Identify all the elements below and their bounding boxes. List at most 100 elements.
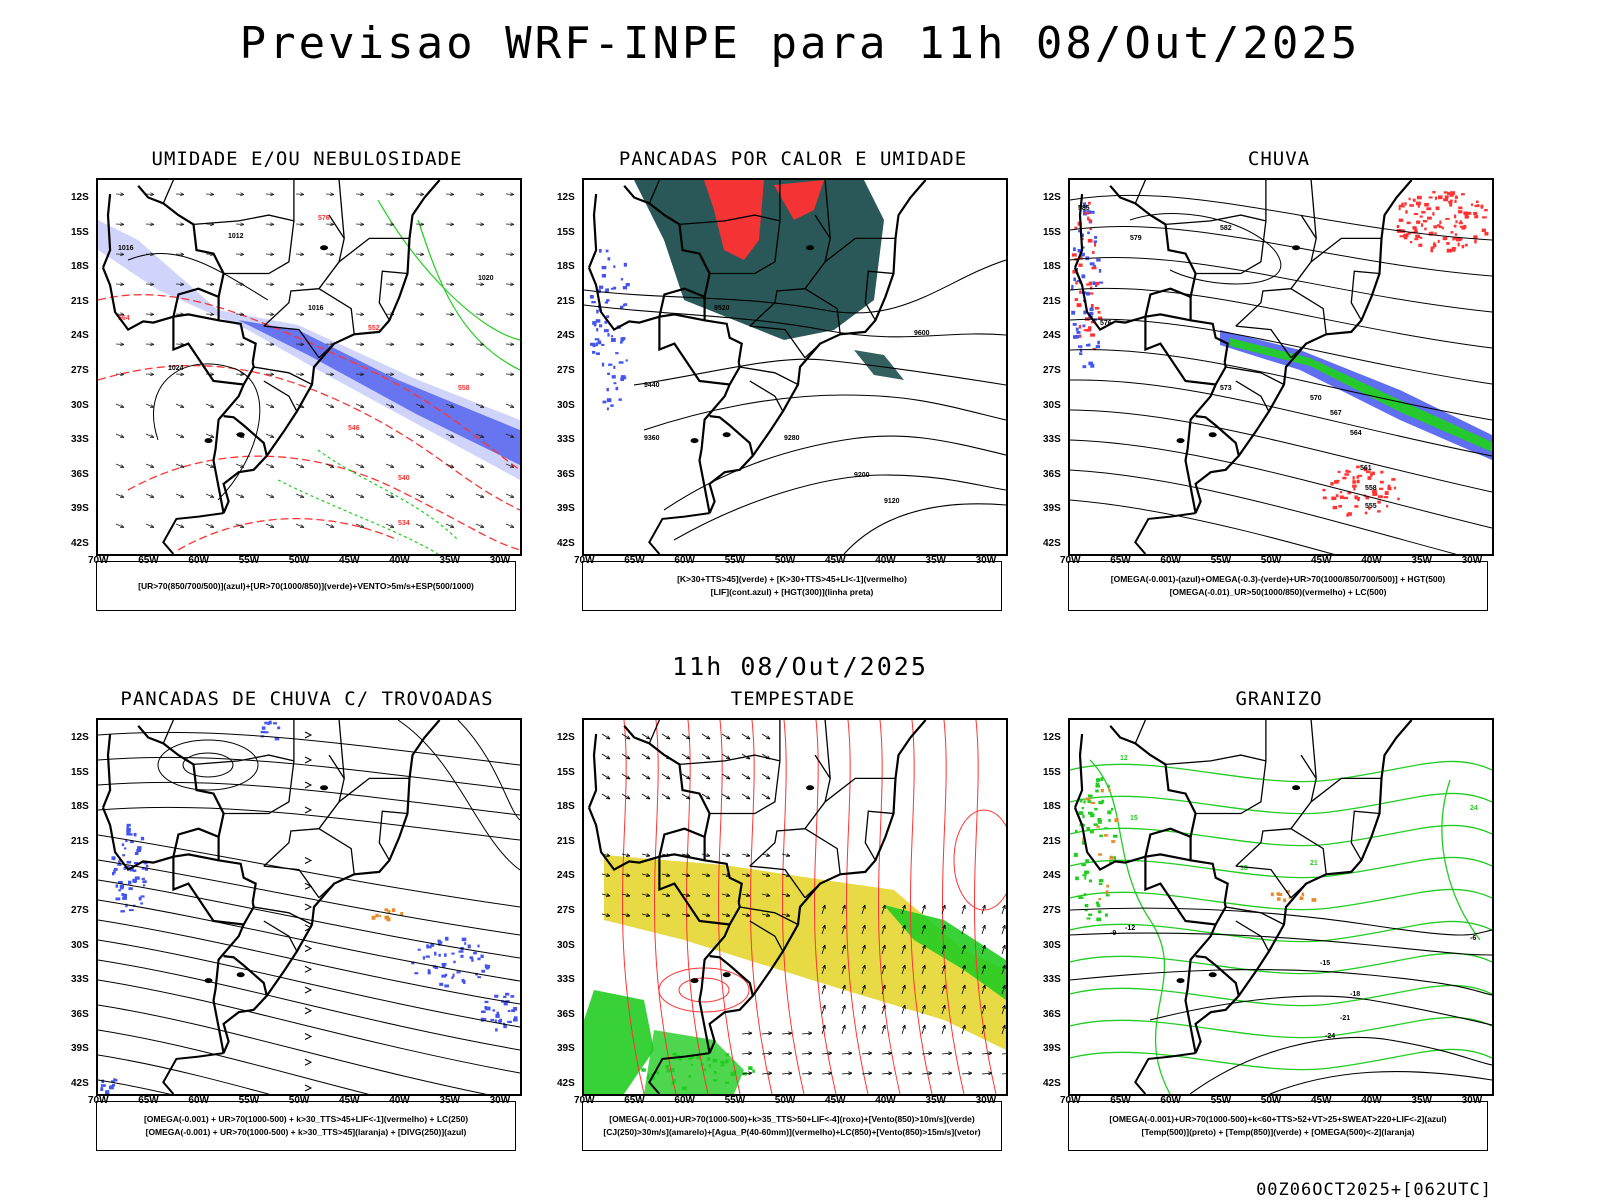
lon-label: 65W [1110,555,1131,566]
lon-label: 50W [1260,1095,1282,1106]
lon-label: 45W [825,555,846,566]
legend-line: [CJ(250)>30m/s](amarelo)+[Agua_P(40-60mm… [603,1127,981,1137]
lat-label: 27S [557,905,575,916]
lon-label: 70W [1060,1095,1081,1106]
lon-label: 35W [1411,555,1432,566]
svg-text:9520: 9520 [714,305,730,312]
lon-label: 45W [339,555,360,566]
panel-6-legend: [OMEGA(-0.001)+UR>70(1000-500)+k<60+TTS>… [1068,1101,1488,1151]
svg-text:15: 15 [1130,815,1138,822]
lon-label: 70W [88,1095,109,1106]
map-borders [1073,720,1413,1094]
panel-4-map [96,718,522,1096]
lat-label: 39S [71,503,89,515]
panel-5-map-svg [584,720,1006,1094]
lon-label: 30W [1461,1095,1483,1106]
panel-3-legend: [OMEGA(-0.001)-(azul)+OMEGA(-0.3)-(verde… [1068,561,1488,611]
lon-label: 35W [925,1095,946,1106]
legend-line: [OMEGA(-0.001)-(azul)+OMEGA(-0.3)-(verde… [1110,574,1446,584]
lon-label: 65W [624,1095,645,1106]
lat-label: 15S [557,226,575,238]
lat-label: 30S [557,399,575,411]
lat-label: 27S [71,905,89,916]
run-info: 00Z06OCT2025+[062UTC] [1256,1180,1492,1200]
lat-label: 12S [71,732,89,743]
lon-label: 70W [1060,555,1081,566]
svg-text:9360: 9360 [644,435,660,442]
lat-label: 12S [1043,732,1061,743]
lat-label: 24S [1043,330,1061,342]
lon-label: 40W [1361,1095,1382,1106]
svg-text:-12: -12 [1125,925,1135,932]
legend-line: [OMEGA(-0.01)_UR>50(1000/850)(vermelho) … [1169,587,1387,597]
lon-label: 35W [439,555,460,566]
lat-label: 21S [71,835,89,847]
svg-text:576: 576 [318,215,330,222]
lat-label: 36S [71,468,89,480]
lon-label: 60W [1160,555,1181,566]
lat-label: 36S [557,1008,575,1020]
lat-label: 42S [1043,1078,1061,1089]
legend-line: [Temp(500)](preto) + [Temp(850)](verde) … [1141,1127,1415,1137]
panel-4-title: PANCADAS DE CHUVA C/ TROVOADAS [120,688,494,710]
lon-label: 35W [439,1095,460,1106]
lat-label: 21S [557,295,575,307]
svg-text:-18: -18 [1350,991,1360,998]
lon-label: 35W [1411,1095,1432,1106]
lat-label: 33S [557,434,575,446]
map-borders [1073,180,1413,554]
svg-text:546: 546 [348,425,360,432]
lon-label: 40W [875,555,896,566]
lon-label: 65W [1110,1095,1131,1106]
lat-label: 27S [1043,905,1061,916]
lon-label: 65W [138,555,159,566]
lat-label: 39S [71,1043,89,1055]
lat-label: 36S [557,468,575,480]
lon-label: 40W [389,555,410,566]
svg-text:558: 558 [458,385,470,392]
panel-5-legend: [OMEGA(-0.001)+UR>70(1000-500)+k>35_TTS>… [582,1101,1002,1151]
lat-label: 42S [1043,538,1061,549]
svg-text:555: 555 [1365,503,1377,510]
svg-text:-9: -9 [1110,930,1116,937]
legend-line: [OMEGA(-0.001)+UR>70(1000-500)+k>35_TTS>… [609,1114,975,1124]
lat-label: 36S [1043,468,1061,480]
lat-label: 24S [71,330,89,342]
lat-label: 12S [557,192,575,203]
svg-text:1016: 1016 [308,305,324,312]
svg-text:534: 534 [398,520,410,527]
lat-label: 42S [71,538,89,549]
lat-label: 30S [557,939,575,951]
lon-label: 30W [489,1095,511,1106]
lon-label: 60W [674,555,695,566]
lat-label: 18S [71,261,89,273]
lat-label: 42S [71,1078,89,1089]
legend-line: [LIF](cont.azul) + [HGT(300)](linha pret… [710,587,874,597]
svg-text:570: 570 [1310,395,1322,402]
lon-label: 55W [238,1095,260,1106]
lon-label: 35W [925,555,946,566]
lat-label: 33S [71,974,89,986]
lat-label: 15S [71,766,89,778]
svg-text:12: 12 [1120,755,1128,762]
lon-label: 40W [389,1095,410,1106]
panel-2-title: PANCADAS POR CALOR E UMIDADE [618,148,968,170]
lat-label: 33S [1043,974,1061,986]
lat-label: 24S [71,870,89,882]
svg-text:-15: -15 [1320,960,1330,967]
svg-text:18: 18 [1240,865,1248,872]
lat-label: 12S [1043,192,1061,203]
lat-label: 39S [1043,1043,1061,1055]
lon-label: 30W [975,1095,997,1106]
lat-label: 21S [557,835,575,847]
main-title: Previsao WRF-INPE para 11h 08/Out/2025 [239,18,1361,69]
lon-label: 50W [288,555,310,566]
lat-label: 33S [557,974,575,986]
lat-label: 30S [1043,399,1061,411]
lon-label: 50W [288,1095,310,1106]
lon-label: 55W [724,555,746,566]
lat-label: 30S [71,939,89,951]
panel-1-title: UMIDADE E/OU NEBULOSIDADE [151,148,463,170]
lon-label: 55W [724,1095,746,1106]
svg-text:21: 21 [1310,860,1318,867]
